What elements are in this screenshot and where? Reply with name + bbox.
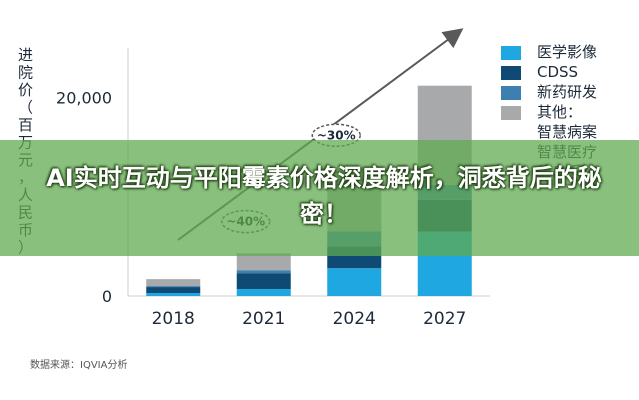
- legend-swatch: [501, 86, 521, 100]
- bar-segment: [236, 270, 291, 274]
- bar-segment: [236, 273, 291, 290]
- bar-segment: [146, 286, 201, 288]
- x-axis-labels: 2018 2021 2024 2027: [152, 309, 467, 329]
- legend-label: 新药研发: [537, 83, 598, 101]
- legend-swatch: [501, 46, 521, 60]
- title-banner: [0, 140, 639, 256]
- legend-item: 医学影像: [501, 42, 631, 62]
- x-tick-label: 2024: [333, 309, 376, 329]
- banner-title: AI实时互动与平阳霉素价格深度解析，洞悉背后的秘密！: [46, 164, 602, 228]
- source-note: 数据来源：IQVIA分析: [30, 360, 128, 371]
- y-tick-label: 0: [102, 287, 112, 306]
- bar-segment: [146, 279, 201, 287]
- y-tick-label: 20,000: [56, 89, 112, 108]
- bar-segment: [236, 289, 291, 296]
- legend-label: CDSS: [537, 63, 579, 81]
- y-axis-ticks: 0 20,000: [56, 89, 112, 306]
- legend-item: CDSS: [501, 62, 631, 82]
- bar-segment: [146, 287, 201, 294]
- bar-segment: [236, 253, 291, 271]
- bar-segment: [327, 268, 382, 296]
- legend-swatch: [501, 66, 521, 80]
- growth-annotation: ~30%: [311, 123, 361, 148]
- x-tick-label: 2018: [152, 309, 195, 329]
- legend-swatch: [501, 106, 521, 120]
- bar-segment: [146, 293, 201, 296]
- legend-label: 医学影像: [537, 43, 598, 61]
- annotation-text: ~30%: [317, 128, 356, 142]
- legend-item: 新药研发: [501, 82, 631, 102]
- x-tick-label: 2027: [423, 309, 466, 329]
- x-tick-label: 2021: [242, 309, 285, 329]
